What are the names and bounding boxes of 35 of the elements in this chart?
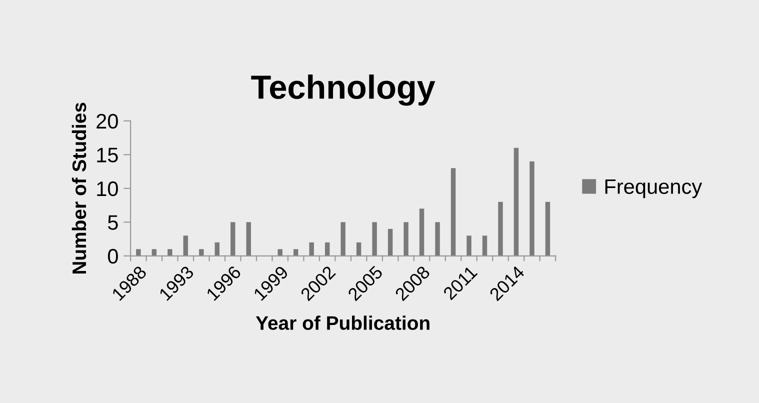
x-axis-title: Year of Publication — [256, 316, 430, 330]
bar — [435, 222, 440, 256]
chart-title: Technology — [251, 74, 436, 106]
y-tick-label: 5 — [108, 215, 118, 230]
bar — [246, 222, 251, 256]
bar — [293, 249, 298, 256]
bar — [530, 161, 534, 256]
bar — [514, 148, 519, 256]
bar — [230, 222, 236, 256]
y-tick-label: 10 — [97, 181, 118, 196]
bar — [324, 242, 330, 256]
bar — [404, 222, 408, 256]
bar — [340, 222, 346, 256]
bar — [466, 236, 472, 256]
bar — [498, 202, 503, 256]
bar — [450, 168, 456, 256]
bar — [136, 249, 141, 256]
y-tick-label: 20 — [96, 114, 118, 129]
bar — [214, 242, 220, 256]
bar — [356, 242, 362, 256]
bar — [199, 249, 204, 256]
bar — [183, 236, 188, 256]
legend-label: Frequency — [605, 179, 702, 198]
bar — [388, 228, 393, 256]
bar — [545, 202, 550, 256]
bar — [372, 222, 377, 256]
bar — [482, 236, 488, 256]
y-axis-title: Number of Studies — [72, 102, 86, 274]
bar — [152, 249, 157, 256]
y-tick-label: 15 — [97, 148, 118, 162]
bar — [278, 249, 282, 256]
bar — [419, 208, 424, 256]
bar — [168, 249, 172, 256]
y-tick-label: 0 — [108, 248, 118, 264]
bar — [309, 242, 314, 256]
